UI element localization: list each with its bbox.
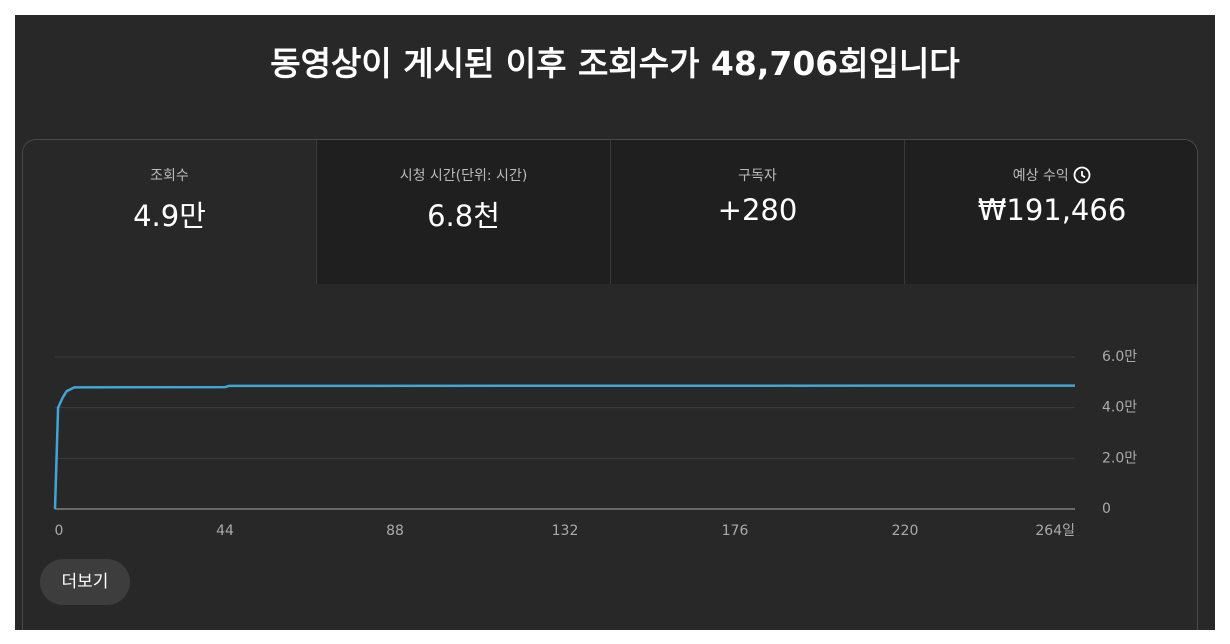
metric-label-text: 예상 수익 (1012, 168, 1069, 184)
metric-value: 4.9만 (133, 199, 206, 233)
metric-value: 6.8천 (427, 199, 500, 233)
x-tick-label: 264일 (1035, 523, 1075, 539)
title: 동영상이 게시된 이후 조회수가 48,706회입니다 (15, 37, 1215, 85)
title-suffix: 회입니다 (838, 44, 960, 83)
card: 조회수 4.9만 시청 시간(단위: 시간) 6.8천 구독자 +280 예상 수익 … (22, 139, 1198, 630)
metric-label: 예상 수익 (905, 165, 1197, 185)
metric-tab[interactable]: 예상 수익 ₩191,466 (905, 140, 1197, 284)
metric-tab[interactable]: 조회수 4.9만 (23, 140, 317, 284)
data-line (53, 384, 1076, 510)
x-tick-label: 88 (386, 523, 404, 539)
x-tick-label: 220 (892, 523, 919, 539)
y-tick-label: 2.0만 (1102, 450, 1137, 466)
metric-tab[interactable]: 시청 시간(단위: 시간) 6.8천 (317, 140, 611, 284)
metric-label: 구독자 (738, 168, 777, 184)
metric-label: 조회수 (150, 168, 189, 184)
metric-value: +280 (717, 193, 798, 227)
metric-value: ₩191,466 (977, 193, 1127, 227)
more-button[interactable]: 더보기 (40, 559, 130, 605)
x-tick-label: 132 (552, 523, 579, 539)
x-tick-label: 44 (216, 523, 234, 539)
y-tick-label: 0 (1102, 501, 1111, 517)
x-tick-label: 0 (55, 523, 64, 539)
clock-icon (1073, 166, 1091, 184)
title-highlight: 48,706 (710, 44, 839, 83)
panel: 동영상이 게시된 이후 조회수가 48,706회입니다 조회수 4.9만 시청 시… (15, 15, 1215, 630)
y-tick-label: 6.0만 (1102, 349, 1137, 365)
x-tick-label: 176 (722, 523, 749, 539)
y-tick-label: 4.0만 (1102, 400, 1137, 416)
metric-label: 시청 시간(단위: 시간) (399, 168, 528, 184)
title-prefix: 동영상이 게시된 이후 조회수가 (270, 44, 711, 83)
metric-tab[interactable]: 구독자 +280 (611, 140, 905, 284)
